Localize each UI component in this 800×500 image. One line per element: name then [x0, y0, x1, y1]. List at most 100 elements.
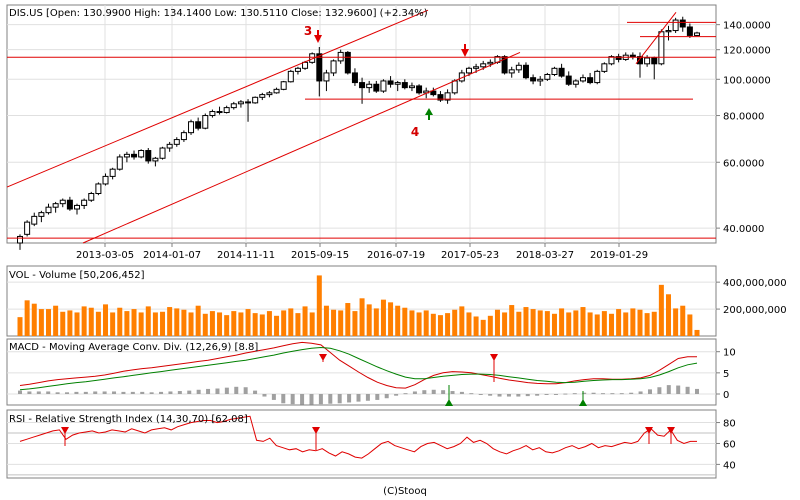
candle-body	[672, 19, 679, 32]
volume-bar	[416, 312, 422, 336]
candle-body	[188, 121, 195, 134]
down-arrow-marker	[314, 35, 322, 43]
volume-bar	[437, 315, 443, 336]
candle-body	[52, 203, 59, 208]
volume-bar	[373, 308, 379, 336]
volume-bar	[502, 312, 508, 336]
short-uptrend-line	[635, 12, 677, 65]
candle-body	[245, 101, 252, 104]
volume-bar	[459, 306, 465, 336]
volume-bar	[680, 305, 686, 336]
candle-body	[565, 75, 572, 85]
candle-body	[629, 54, 636, 58]
candle-body	[387, 80, 394, 85]
volume-bar	[231, 311, 237, 336]
volume-bar	[388, 302, 394, 336]
volume-bar	[608, 313, 614, 336]
macd-histogram-bar	[629, 392, 634, 394]
candle-body	[216, 111, 223, 114]
volume-bar	[395, 305, 401, 336]
volume-bar	[81, 306, 87, 336]
macd-histogram-bar	[544, 394, 549, 395]
volume-bar	[124, 311, 130, 336]
volume-bar	[323, 305, 329, 336]
macd-sell-marker	[319, 354, 327, 361]
candle-body	[551, 67, 558, 75]
candle-body	[651, 57, 658, 65]
volume-bar	[316, 275, 322, 336]
candle-body	[487, 61, 494, 65]
volume-bar	[687, 314, 693, 336]
volume-bar	[252, 313, 258, 336]
rsi-sell-marker	[61, 427, 69, 434]
volume-bar	[594, 314, 600, 336]
candle-body	[45, 206, 52, 214]
macd-y-tick-label: 0	[723, 390, 729, 401]
candle-body	[451, 80, 458, 94]
candle-body	[522, 64, 529, 79]
macd-histogram-bar	[535, 394, 540, 396]
volume-bar	[217, 312, 223, 336]
macd-y-tick-label: 10	[723, 348, 736, 359]
volume-bar	[338, 310, 344, 336]
volume-bar	[160, 311, 166, 336]
candle-body	[579, 77, 586, 82]
macd-histogram-bar	[525, 394, 530, 397]
rsi-sell-marker	[312, 427, 320, 434]
macd-histogram-bar	[610, 393, 615, 395]
macd-histogram-bar	[253, 390, 258, 394]
price-y-tick-label: 120.0000	[723, 46, 771, 57]
macd-histogram-bar	[506, 394, 511, 397]
macd-histogram-bar	[450, 391, 455, 394]
candle-body	[266, 92, 273, 96]
candle-body	[302, 61, 309, 69]
macd-histogram-bar	[676, 385, 681, 394]
volume-bar	[24, 300, 30, 336]
candle-body	[337, 51, 344, 62]
volume-y-tick-label: 400,000,000	[723, 278, 787, 289]
macd-histogram-bar	[497, 394, 502, 397]
macd-histogram-bar	[666, 385, 671, 394]
volume-bar	[117, 307, 123, 336]
volume-bar	[673, 308, 679, 336]
candle-body	[515, 64, 522, 71]
macd-histogram-bar	[18, 390, 22, 394]
up-arrow-marker	[425, 108, 433, 115]
macd-histogram-bar	[356, 394, 361, 402]
macd-histogram-bar	[168, 391, 173, 394]
volume-bar	[74, 312, 80, 336]
candle-body	[59, 199, 66, 205]
volume-bar	[331, 309, 337, 336]
volume-bar	[181, 309, 187, 336]
volume-bar	[224, 315, 230, 336]
candle-body	[480, 63, 487, 68]
macd-histogram-bar	[224, 387, 229, 394]
candle-body	[373, 83, 380, 92]
candle-body	[686, 26, 693, 36]
volume-bar	[494, 309, 500, 336]
volume-bar	[587, 312, 593, 336]
candle-body	[252, 96, 259, 104]
price-x-tick-label: 2016-07-19	[367, 250, 425, 261]
volume-bar	[537, 310, 543, 336]
candle-body	[287, 70, 294, 83]
volume-bar	[281, 310, 287, 336]
macd-histogram-bar	[83, 391, 88, 394]
macd-histogram-bar	[478, 394, 483, 395]
candle-body	[123, 153, 130, 158]
macd-histogram-bar	[281, 394, 286, 404]
volume-bar	[38, 309, 44, 336]
candle-body	[138, 150, 145, 158]
candle-body	[544, 73, 551, 80]
macd-histogram-bar	[657, 387, 662, 394]
volume-bar	[95, 311, 101, 336]
candle-body	[473, 66, 480, 69]
panel-rsi-frame	[6, 409, 717, 479]
volume-bar	[580, 307, 586, 336]
candle-body	[88, 193, 95, 201]
macd-histogram-bar	[159, 391, 164, 394]
price-y-tick-label: 40.0000	[723, 224, 764, 235]
candle-body	[366, 83, 373, 89]
rsi-sell-marker	[667, 427, 675, 434]
candle-body	[159, 147, 166, 159]
